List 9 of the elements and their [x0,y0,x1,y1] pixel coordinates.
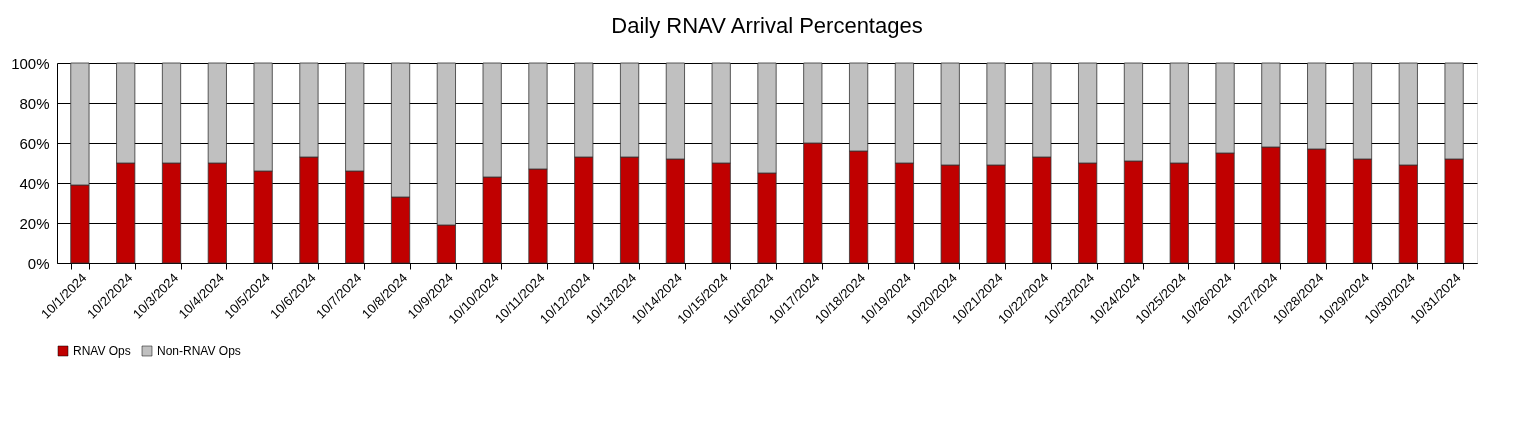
y-tick-label: 20% [19,214,50,232]
y-tick-label: 40% [19,174,50,192]
y-tick-label: 60% [19,134,50,152]
legend-label: RNAV Ops [73,344,131,358]
chart-title: Daily RNAV Arrival Percentages [611,13,923,38]
y-tick-label: 80% [19,94,50,112]
y-tick-label: 100% [11,54,50,72]
legend-label: Non-RNAV Ops [157,344,241,358]
y-tick-label: 0% [27,254,50,272]
